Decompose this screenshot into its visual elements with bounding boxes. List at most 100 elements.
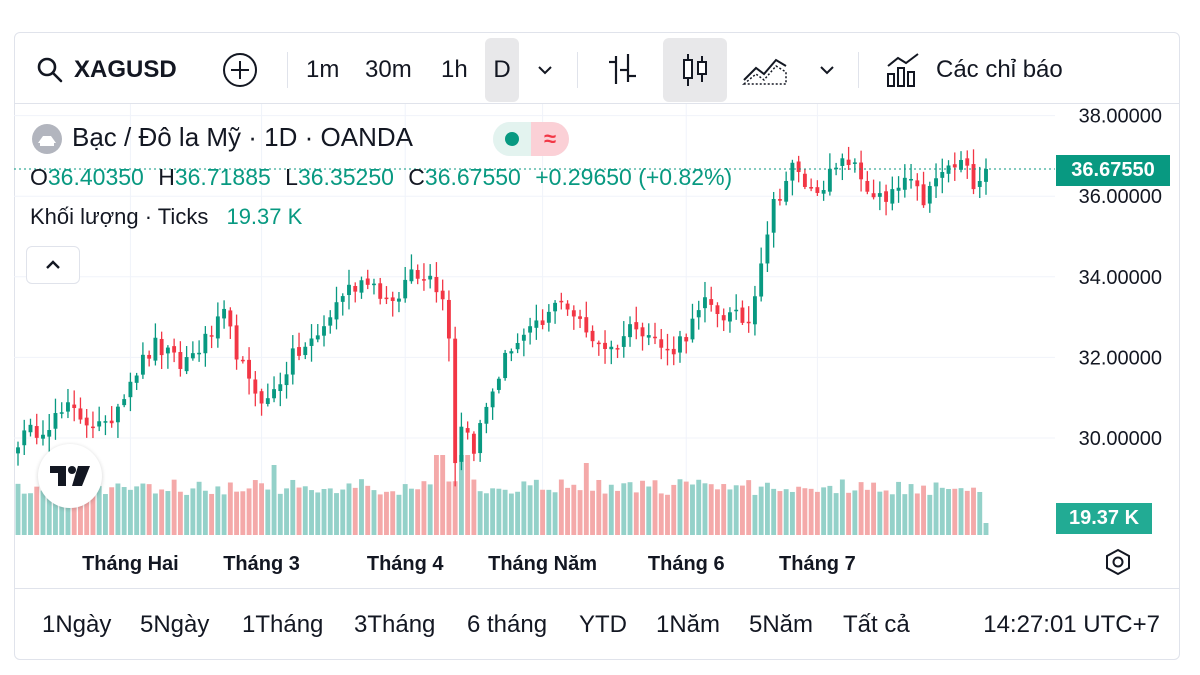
candle-body bbox=[784, 180, 789, 202]
volume-bar bbox=[933, 482, 939, 535]
volume-bar bbox=[733, 485, 739, 535]
range-6m[interactable]: 6 tháng bbox=[467, 611, 548, 638]
volume-bar bbox=[146, 484, 152, 535]
volume-bar bbox=[571, 484, 577, 535]
timeframe-1h[interactable]: 1h bbox=[441, 56, 468, 83]
candle-body bbox=[53, 413, 58, 429]
candle-body bbox=[559, 300, 564, 303]
volume-bar bbox=[90, 486, 96, 535]
tradingview-logo-icon bbox=[50, 466, 90, 486]
candle-body bbox=[503, 352, 508, 379]
candle-body bbox=[946, 165, 951, 174]
price-tick-label: 30.00000 bbox=[1079, 428, 1162, 450]
volume-bar bbox=[421, 481, 427, 535]
timeframe-d[interactable]: D bbox=[485, 38, 519, 102]
timeframe-30m[interactable]: 30m bbox=[365, 56, 412, 83]
candle-body bbox=[521, 334, 526, 341]
candle-body bbox=[134, 375, 139, 383]
volume-bar bbox=[202, 490, 208, 535]
candle-body bbox=[446, 299, 451, 339]
close-value: 36.67550 bbox=[424, 164, 521, 190]
candle-body bbox=[328, 317, 333, 326]
tradingview-logo[interactable] bbox=[38, 444, 102, 508]
candles-style-button[interactable] bbox=[663, 38, 727, 102]
volume-bar bbox=[515, 491, 521, 535]
low-value: 36.35250 bbox=[297, 164, 394, 190]
volume-bar bbox=[665, 494, 670, 535]
candle-body bbox=[97, 421, 102, 427]
range-5d[interactable]: 5Ngày bbox=[140, 611, 210, 638]
candle-body bbox=[846, 159, 851, 166]
collapse-legend-button[interactable] bbox=[26, 246, 80, 284]
indicators-button[interactable]: Các chỉ báo bbox=[884, 36, 1063, 104]
timeframe-1m[interactable]: 1m bbox=[306, 56, 340, 83]
volume-bar bbox=[596, 479, 602, 535]
candle-body bbox=[159, 338, 164, 356]
timezone-clock[interactable]: 14:27:01 UTC+7 bbox=[983, 611, 1160, 638]
candle-body bbox=[78, 408, 83, 420]
candle-body bbox=[428, 275, 433, 280]
candle-body bbox=[571, 310, 576, 317]
volume-bar bbox=[102, 494, 108, 535]
volume-bar bbox=[565, 487, 571, 535]
volume-bar bbox=[533, 479, 539, 535]
indicators-label: Các chỉ báo bbox=[936, 56, 1063, 83]
market-status-pill[interactable]: ≈ bbox=[493, 122, 569, 156]
candle-body bbox=[509, 351, 514, 354]
candle-body bbox=[347, 284, 351, 296]
range-1d[interactable]: 1Ngày bbox=[42, 611, 112, 638]
range-all[interactable]: Tất cả bbox=[843, 611, 910, 638]
volume-bar bbox=[939, 487, 945, 535]
chart-style-dropdown[interactable] bbox=[816, 36, 838, 104]
candle-body bbox=[578, 316, 583, 319]
volume-bar bbox=[796, 486, 802, 535]
candle-body bbox=[609, 346, 614, 350]
volume-bar bbox=[259, 483, 264, 535]
compare-add-button[interactable] bbox=[220, 36, 260, 104]
volume-bar bbox=[28, 493, 33, 535]
time-axis[interactable]: Tháng Hai Tháng 3 Tháng 4 Tháng Năm Tháng 6 T… bbox=[82, 553, 856, 575]
candle-body bbox=[915, 180, 920, 187]
chart-settings-button[interactable] bbox=[1098, 546, 1138, 578]
last-price-badge: 36.67550 bbox=[1056, 155, 1170, 186]
volume-bar bbox=[365, 485, 371, 535]
volume-bar bbox=[296, 487, 302, 535]
candle-body bbox=[546, 311, 551, 323]
candle-body bbox=[703, 297, 707, 309]
high-label: H bbox=[158, 164, 175, 190]
range-3m[interactable]: 3Tháng bbox=[354, 611, 436, 638]
plus-circle-icon bbox=[223, 53, 257, 87]
candle-body bbox=[628, 324, 632, 338]
volume-bar bbox=[583, 463, 589, 535]
timeframe-dropdown[interactable] bbox=[534, 36, 556, 104]
candle-body bbox=[122, 399, 127, 406]
candle-body bbox=[696, 310, 701, 318]
volume-bar bbox=[96, 485, 102, 535]
bar-replay-button[interactable] bbox=[606, 36, 640, 104]
range-1m[interactable]: 1Tháng bbox=[242, 611, 324, 638]
candle-body bbox=[209, 335, 214, 337]
candle-body bbox=[172, 346, 177, 353]
volume-bar bbox=[159, 489, 165, 535]
volume-bar bbox=[558, 479, 564, 535]
volume-bar bbox=[221, 494, 227, 535]
candle-body bbox=[603, 342, 607, 349]
candle-body bbox=[403, 279, 408, 299]
volume-bar bbox=[215, 486, 221, 535]
range-5y[interactable]: 5Năm bbox=[749, 611, 814, 638]
market-open-dot-icon bbox=[493, 122, 531, 156]
volume-bar bbox=[240, 491, 246, 535]
volume-bar bbox=[396, 494, 402, 535]
range-1y[interactable]: 1Năm bbox=[656, 611, 721, 638]
candle-body bbox=[728, 312, 732, 322]
candle-body bbox=[840, 158, 845, 166]
area-style-button[interactable] bbox=[742, 36, 788, 104]
volume-bar bbox=[640, 480, 645, 535]
range-ytd[interactable]: YTD bbox=[579, 611, 627, 638]
candle-body bbox=[927, 186, 932, 204]
symbol-search[interactable]: XAGUSD bbox=[36, 36, 177, 104]
price-axis[interactable]: 38.00000 36.00000 34.00000 32.00000 30.00000 bbox=[1079, 106, 1162, 450]
candle-body bbox=[678, 336, 682, 353]
volume-bar bbox=[546, 489, 552, 535]
